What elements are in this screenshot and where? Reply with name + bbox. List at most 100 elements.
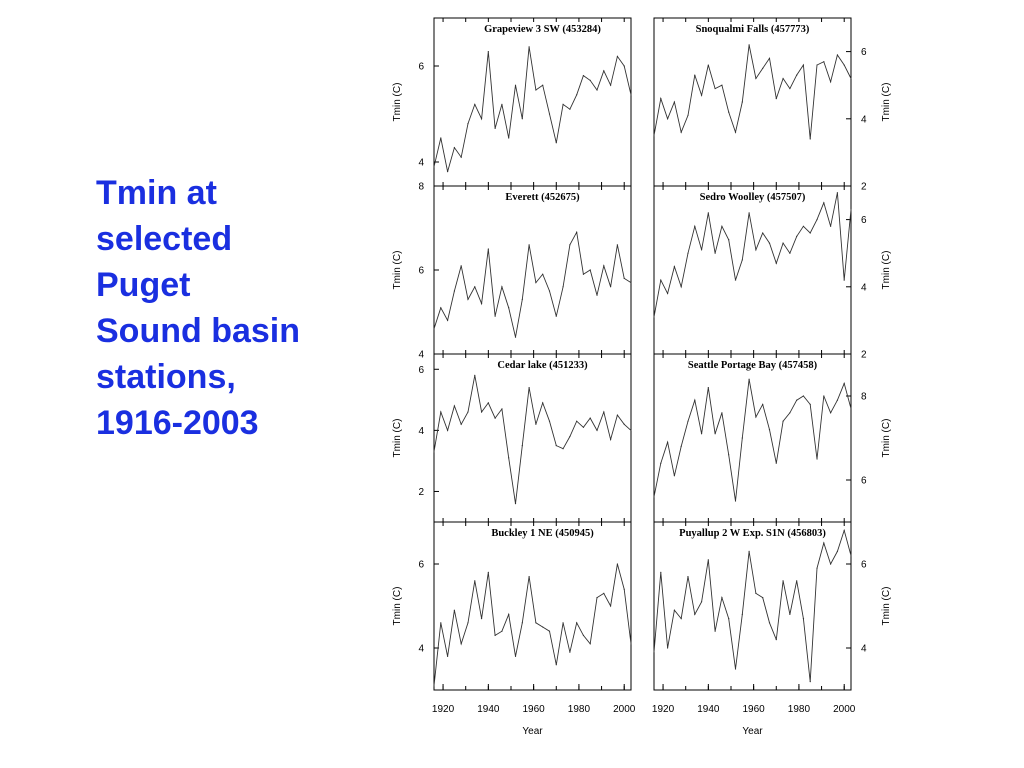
data-point — [589, 79, 591, 81]
data-point — [623, 588, 625, 590]
data-point — [802, 64, 805, 66]
data-point — [453, 405, 455, 407]
y-tick-label: 8 — [418, 182, 424, 193]
data-point — [440, 622, 442, 624]
chart-panel-4: 2 4 6 Tmin (C) Sedro Woolley (457507) — [653, 185, 892, 361]
data-point — [802, 395, 805, 397]
data-point — [755, 77, 757, 80]
data-point — [700, 433, 703, 435]
data-point — [782, 242, 784, 244]
data-point — [802, 618, 805, 620]
x-tick-label: 1940 — [697, 704, 720, 715]
x-axis-label: Year — [742, 726, 763, 737]
data-point — [446, 319, 449, 321]
series-line — [653, 379, 852, 502]
chart-panel-6: 6 8 Tmin (C) Seattle Portage Bay (457458) — [653, 353, 892, 523]
x-axis-label: Year — [522, 726, 543, 737]
data-point — [680, 618, 682, 620]
data-point — [775, 462, 777, 464]
y-tick-label: 6 — [861, 215, 867, 226]
x-tick-label: 1980 — [568, 704, 591, 715]
data-point — [494, 127, 496, 129]
data-point — [514, 655, 517, 658]
data-point — [850, 208, 852, 211]
data-point — [514, 336, 517, 338]
panel-frame — [433, 17, 632, 187]
y-tick-label: 4 — [418, 158, 424, 169]
y-axis-label: Tmin (C) — [881, 83, 892, 122]
data-point — [728, 111, 730, 113]
data-point — [762, 232, 764, 234]
data-point — [508, 307, 510, 309]
data-point — [528, 387, 530, 389]
data-point — [789, 613, 791, 616]
y-tick-label: 2 — [418, 487, 424, 498]
data-point — [721, 225, 723, 227]
series-line — [653, 44, 852, 140]
data-point — [501, 286, 503, 288]
data-point — [446, 655, 449, 658]
data-point — [768, 57, 771, 59]
data-point — [582, 273, 585, 275]
data-point — [555, 315, 557, 317]
data-point — [474, 286, 476, 288]
data-point — [569, 244, 571, 246]
data-point — [569, 108, 571, 110]
data-point — [816, 567, 818, 569]
data-point — [707, 64, 709, 66]
data-point — [616, 563, 619, 565]
data-point — [734, 500, 737, 502]
chart-panel-5: 2 4 6 Tmin (C) Cedar lake (451233) — [392, 353, 632, 523]
data-point — [680, 131, 682, 133]
y-tick-label: 6 — [418, 365, 424, 376]
data-point — [514, 503, 517, 505]
data-point — [666, 647, 669, 649]
data-point — [741, 437, 743, 439]
data-point — [741, 101, 743, 103]
data-point — [830, 225, 832, 227]
data-point — [433, 451, 435, 453]
y-tick-label: 4 — [861, 644, 867, 655]
data-point — [589, 643, 591, 645]
data-point — [694, 74, 696, 76]
data-point — [542, 273, 544, 275]
data-point — [623, 65, 625, 67]
data-point — [673, 266, 675, 268]
data-point — [653, 135, 655, 137]
data-point — [453, 147, 455, 149]
data-point — [548, 420, 551, 422]
series-line — [433, 375, 632, 504]
chart-panel-1: 4 6 Tmin (C) Grapeview 3 SW (453284) — [392, 17, 632, 187]
data-point — [673, 609, 675, 611]
data-point — [508, 137, 510, 139]
data-point — [474, 374, 476, 376]
x-tick-label: 1960 — [743, 704, 766, 715]
data-point — [480, 411, 483, 413]
data-point — [603, 592, 605, 595]
data-point — [474, 580, 476, 582]
data-point — [721, 412, 723, 414]
data-point — [755, 249, 757, 251]
data-point — [521, 298, 523, 300]
data-point — [460, 265, 462, 267]
data-point — [700, 249, 703, 251]
data-point — [548, 630, 551, 632]
x-tick-label: 2000 — [613, 704, 636, 715]
data-point — [707, 559, 709, 561]
data-point — [816, 458, 818, 460]
panel-title: Snoqualmi Falls (457773) — [696, 24, 810, 35]
data-point — [576, 94, 578, 96]
data-point — [728, 618, 730, 620]
data-point — [666, 292, 669, 295]
data-point — [830, 563, 832, 565]
data-point — [823, 542, 825, 544]
data-point — [714, 630, 716, 632]
data-point — [542, 84, 544, 86]
data-point — [687, 420, 689, 422]
data-point — [535, 282, 537, 284]
data-point — [836, 192, 839, 194]
data-point — [734, 668, 737, 670]
data-point — [680, 445, 682, 447]
y-tick-label: 2 — [861, 182, 867, 193]
data-point — [582, 75, 585, 77]
